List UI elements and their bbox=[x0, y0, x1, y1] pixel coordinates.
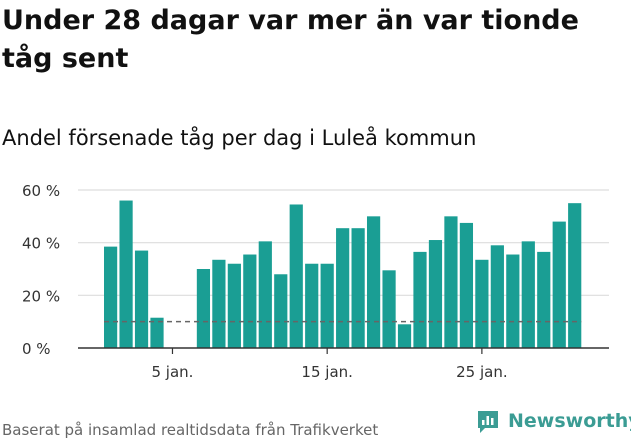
bar bbox=[490, 245, 504, 348]
bar bbox=[134, 250, 149, 348]
bar bbox=[506, 254, 520, 348]
bar bbox=[568, 203, 582, 348]
bar-chart: 0 % 20 % 40 % 60 % 5 jan. 15 jan. 25 jan. bbox=[22, 182, 609, 381]
bar bbox=[459, 222, 474, 348]
chart-title: Under 28 dagar var mer än var tionde tåg… bbox=[2, 5, 579, 74]
source-note: Baserat på insamlad realtidsdata från Tr… bbox=[2, 421, 379, 439]
bar bbox=[444, 216, 458, 348]
bar bbox=[227, 263, 241, 348]
bar bbox=[366, 216, 381, 348]
bar bbox=[413, 251, 427, 348]
x-tick-label: 15 jan. bbox=[301, 363, 353, 381]
bar bbox=[336, 228, 350, 348]
bar bbox=[119, 200, 133, 348]
x-tick-label: 5 jan. bbox=[152, 363, 194, 381]
bar bbox=[150, 317, 164, 348]
chart-subtitle: Andel försenade tåg per dag i Luleå komm… bbox=[2, 126, 477, 150]
bar bbox=[305, 263, 319, 348]
bar bbox=[289, 204, 303, 348]
bar bbox=[351, 228, 365, 348]
brand-name: Newsworthy bbox=[508, 410, 631, 432]
y-tick-label: 20 % bbox=[22, 287, 60, 305]
bar bbox=[320, 263, 334, 348]
bar bbox=[243, 254, 257, 348]
bar bbox=[196, 269, 211, 348]
bar bbox=[274, 274, 288, 348]
bar bbox=[521, 241, 535, 348]
bar bbox=[382, 270, 396, 348]
y-tick-label: 40 % bbox=[22, 235, 60, 253]
bar bbox=[258, 241, 272, 348]
y-tick-label: 0 % bbox=[22, 340, 51, 358]
x-tick-label: 25 jan. bbox=[456, 363, 508, 381]
bar bbox=[537, 251, 551, 348]
bar bbox=[212, 259, 226, 348]
bar bbox=[397, 324, 412, 348]
bar-chart-logo-icon bbox=[478, 411, 498, 433]
bar bbox=[552, 221, 566, 348]
y-tick-label: 60 % bbox=[22, 182, 60, 200]
bar bbox=[475, 259, 489, 348]
bar bbox=[428, 240, 443, 348]
bar bbox=[104, 246, 118, 348]
